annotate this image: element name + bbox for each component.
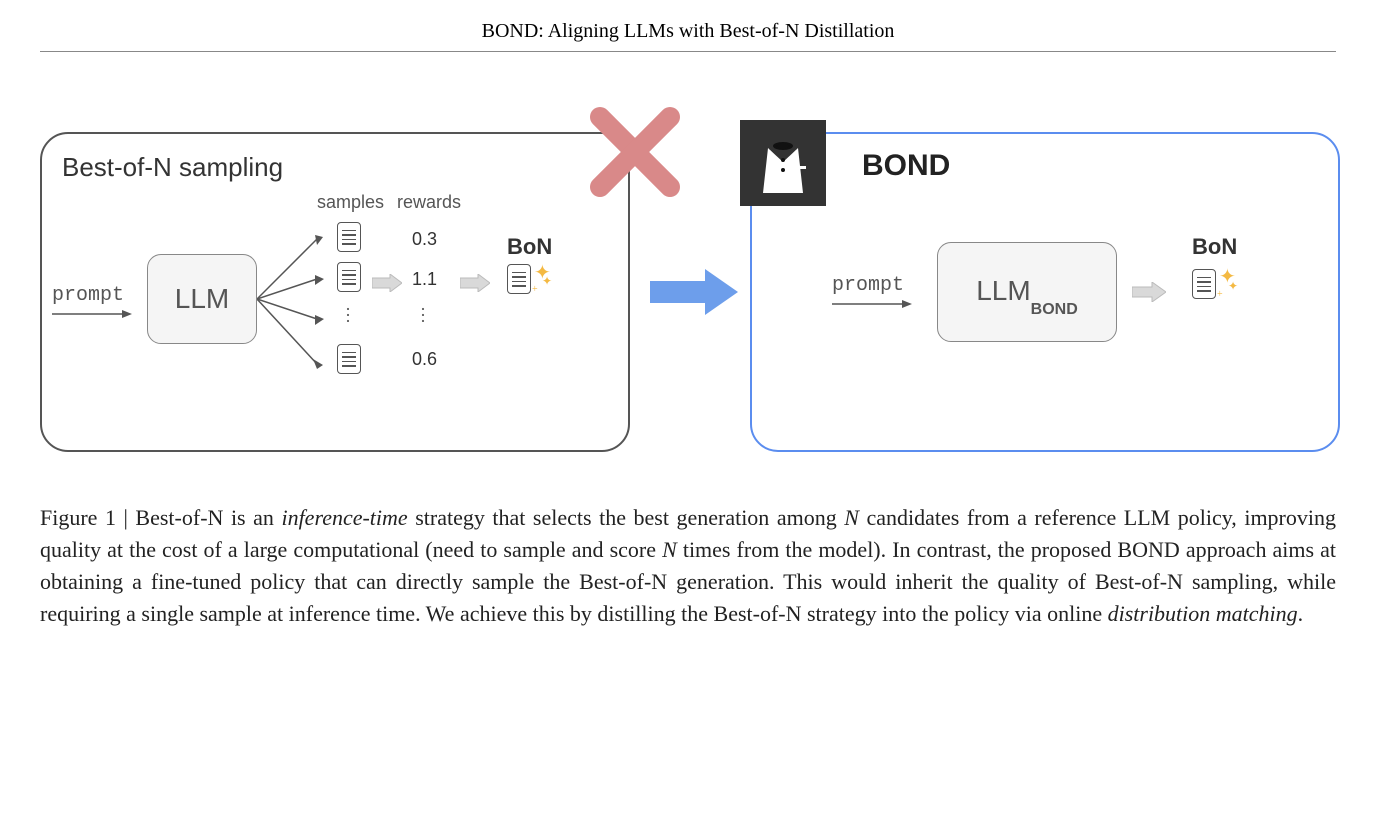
panel-bond: BOND prompt LLMBOND BoN ✦ ✦ + — [750, 132, 1340, 452]
prompt-label-left: prompt — [52, 284, 124, 307]
arrow-llm-bon-right — [1132, 282, 1166, 302]
bon-label-right: BoN — [1192, 234, 1237, 260]
panel-best-of-n: Best-of-N sampling prompt LLM samples re… — [40, 132, 630, 452]
arrow-rewards-bon — [460, 274, 490, 292]
arrow-samples-rewards — [372, 274, 402, 292]
panel-right-title: BOND — [862, 149, 950, 183]
reward-value: 0.6 — [412, 349, 437, 370]
arrow-prompt-right — [832, 299, 912, 309]
llm-box-right: LLMBOND — [937, 242, 1117, 342]
reward-value: 1.1 — [412, 269, 437, 290]
caption-text: . — [1298, 601, 1304, 626]
llm-label-left: LLM — [175, 283, 229, 315]
rewards-col-label: rewards — [397, 192, 461, 213]
caption-italic: inference-time — [281, 505, 407, 530]
reward-value: 0.3 — [412, 229, 437, 250]
sparkle-icon: ✦ — [542, 274, 552, 289]
bon-doc-icon — [1192, 269, 1216, 299]
llm-label-right: LLM — [976, 275, 1030, 306]
paper-header: BOND: Aligning LLMs with Best-of-N Disti… — [40, 20, 1336, 52]
arrow-prompt-left — [52, 309, 132, 319]
panel-left-title: Best-of-N sampling — [62, 152, 608, 183]
sample-doc-icon — [337, 344, 361, 374]
sample-doc-icon — [337, 262, 361, 292]
tuxedo-icon — [740, 120, 826, 206]
vdots-icon: ··· — [420, 306, 426, 324]
caption-math-n: N — [662, 537, 677, 562]
sparkle-icon: + — [532, 284, 538, 295]
cross-icon — [585, 102, 685, 202]
llm-sub-right: BOND — [1031, 301, 1078, 318]
prompt-label-right: prompt — [832, 274, 904, 297]
caption-text: Figure 1 | Best-of-N is an — [40, 505, 281, 530]
fanout-arrows — [257, 229, 337, 379]
bon-label-left: BoN — [507, 234, 552, 260]
caption-math-n: N — [844, 505, 859, 530]
samples-col-label: samples — [317, 192, 384, 213]
vdots-icon: ··· — [345, 306, 351, 324]
sample-doc-icon — [337, 222, 361, 252]
big-arrow-icon — [650, 267, 740, 317]
figure-diagram: Best-of-N sampling prompt LLM samples re… — [40, 92, 1336, 472]
caption-italic: distribution matching — [1108, 601, 1298, 626]
sparkle-icon: + — [1217, 289, 1223, 300]
llm-box-left: LLM — [147, 254, 257, 344]
sparkle-icon: ✦ — [1228, 279, 1238, 294]
bon-doc-icon — [507, 264, 531, 294]
figure-caption: Figure 1 | Best-of-N is an inference-tim… — [40, 502, 1336, 630]
caption-text: strategy that selects the best generatio… — [408, 505, 845, 530]
